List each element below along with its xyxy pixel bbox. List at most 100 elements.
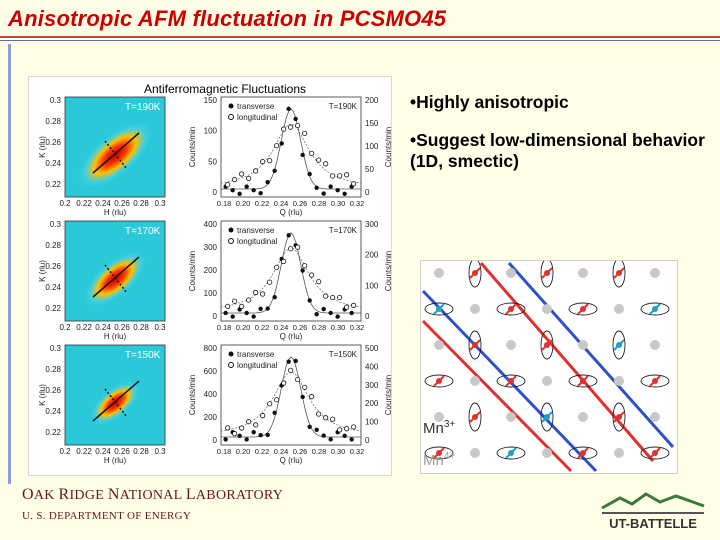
longitudinal-point	[267, 401, 273, 407]
map-xtick: 0.24	[95, 199, 111, 208]
longitudinal-fit-curve	[220, 247, 362, 308]
map-temp-label: T=170K	[125, 226, 161, 237]
mn4-site	[436, 450, 442, 456]
longitudinal-point	[239, 303, 245, 310]
longitudinal-point	[274, 143, 280, 149]
mn4-site	[580, 450, 586, 456]
map-xtick: 0.28	[133, 323, 149, 332]
footer-word: .	[30, 510, 37, 522]
transverse-point	[265, 179, 270, 185]
longitudinal-point	[309, 272, 315, 278]
map-ytick: 0.28	[45, 117, 61, 126]
footer-cap: N	[107, 486, 120, 503]
longitudinal-point	[309, 150, 315, 157]
mn3-site	[650, 268, 660, 278]
scan-left-tick: 200	[204, 266, 218, 275]
longitudinal-point	[316, 411, 322, 417]
transverse-point	[223, 310, 228, 316]
mn4-site	[616, 270, 622, 276]
longitudinal-point	[344, 172, 350, 178]
transverse-arrow-icon	[104, 264, 128, 294]
longitudinal-point	[288, 367, 294, 373]
transverse-point	[265, 432, 270, 438]
longitudinal-point	[246, 297, 252, 303]
longitudinal-point	[260, 159, 266, 165]
orbital-lobe	[568, 446, 598, 460]
mn4-site	[436, 378, 442, 384]
mn3-site	[578, 412, 588, 422]
transverse-point	[251, 187, 256, 193]
transverse-point	[258, 190, 263, 196]
mn3-site	[434, 340, 444, 350]
transverse-point	[230, 188, 235, 193]
map-xtick: 0.26	[114, 447, 130, 456]
longitudinal-arrow-icon	[92, 380, 140, 422]
title-rule-bottom	[0, 40, 720, 41]
transverse-point	[314, 427, 319, 432]
transverse-point	[307, 171, 312, 177]
scan-xtick: 0.26	[293, 199, 308, 208]
map-ytick: 0.28	[45, 241, 61, 250]
scan-left-ylabel: Counts/min	[188, 375, 197, 415]
ornl-footer: OAK RIDGE NATIONAL LABORATORY U. S. DEPA…	[22, 486, 283, 522]
orbital-lobe	[612, 330, 626, 360]
map-xtick: 0.22	[76, 199, 92, 208]
scan-left-tick: 800	[204, 344, 218, 353]
transverse-point	[314, 185, 319, 190]
department-name: U. S. DEPARTMENT OF ENERGY	[22, 510, 283, 522]
longitudinal-point	[225, 182, 231, 188]
transverse-point	[293, 116, 298, 122]
map-xlabel: H (rlu)	[104, 332, 127, 341]
orbital-lobe	[540, 402, 554, 432]
scan-xtick: 0.20	[236, 323, 251, 332]
transverse-point	[237, 433, 242, 438]
scan-xtick: 0.24	[274, 447, 289, 456]
longitudinal-point	[232, 431, 238, 437]
longitudinal-point	[337, 173, 343, 179]
scan-right-ylabel: Counts/min	[384, 127, 391, 167]
longitudinal-point	[253, 422, 259, 428]
map-ytick: 0.24	[45, 407, 61, 416]
scan-xtick: 0.28	[312, 447, 327, 456]
map-temp-label: T=150K	[125, 350, 161, 361]
transverse-point	[286, 359, 291, 364]
orbital-lobe	[468, 402, 482, 432]
mn3-site	[434, 268, 444, 278]
longitudinal-arrow-icon	[92, 256, 140, 298]
footer-word: ATIONAL	[119, 488, 186, 503]
legend-transverse: transverse	[237, 350, 275, 359]
mn4-site	[544, 342, 550, 348]
map-xtick: 0.2	[59, 447, 71, 456]
lattice-diagram: Mn3+ Mn4+	[420, 258, 678, 474]
mn3-site	[614, 376, 624, 386]
mn3-site	[506, 340, 516, 350]
transverse-fit-curve	[221, 356, 361, 438]
longitudinal-point	[260, 291, 266, 297]
transverse-point	[321, 191, 326, 196]
transverse-point	[321, 306, 326, 312]
scan-xtick: 0.26	[293, 323, 308, 332]
longitudinal-point	[246, 175, 252, 182]
map-ytick: 0.22	[45, 304, 61, 313]
longitudinal-point	[337, 294, 343, 301]
transverse-point	[237, 191, 242, 196]
transverse-point	[328, 310, 333, 316]
map-ytick: 0.22	[45, 180, 61, 189]
transverse-point	[286, 106, 291, 112]
scan-right-tick: 50	[365, 165, 374, 174]
scan-left-tick: 600	[204, 367, 218, 376]
longitudinal-point	[232, 177, 238, 183]
mn4-site	[580, 378, 586, 384]
legend-transverse: transverse	[237, 226, 275, 235]
scan-right-tick: 500	[365, 344, 379, 353]
longitudinal-point	[351, 424, 357, 430]
longitudinal-point	[281, 380, 287, 386]
figure-title: Antiferromagnetic Fluctuations	[144, 82, 306, 96]
scan-left-tick: 0	[213, 436, 218, 445]
longitudinal-point	[337, 427, 343, 433]
bullet-2: •Suggest low-dimensional behavior (1D, s…	[410, 130, 705, 171]
orbital-lobe	[496, 446, 526, 460]
longitudinal-point	[316, 279, 322, 285]
map-xtick: 0.24	[95, 323, 111, 332]
